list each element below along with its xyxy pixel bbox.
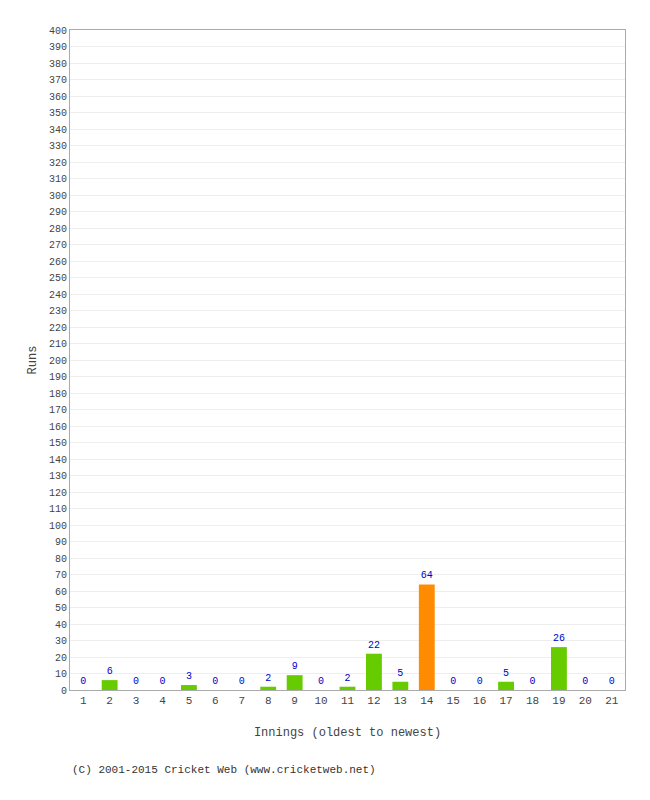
svg-text:19: 19 [552,695,565,707]
svg-text:300: 300 [49,191,67,202]
svg-text:280: 280 [49,224,67,235]
svg-text:230: 230 [49,306,67,317]
svg-text:0: 0 [318,676,324,687]
svg-text:Innings (oldest to newest): Innings (oldest to newest) [254,726,441,740]
svg-text:140: 140 [49,455,67,466]
svg-text:3: 3 [133,695,140,707]
svg-text:2: 2 [344,673,350,684]
svg-text:0: 0 [239,676,245,687]
svg-text:9: 9 [291,695,298,707]
svg-text:0: 0 [159,676,165,687]
svg-text:120: 120 [49,488,67,499]
svg-text:17: 17 [499,695,512,707]
svg-text:0: 0 [80,676,86,687]
svg-text:10: 10 [55,669,67,680]
svg-text:0: 0 [133,676,139,687]
svg-text:330: 330 [49,141,67,152]
svg-text:290: 290 [49,207,67,218]
svg-text:12: 12 [367,695,380,707]
svg-text:20: 20 [579,695,592,707]
svg-text:Runs: Runs [26,346,40,375]
svg-text:6: 6 [107,666,113,677]
svg-text:350: 350 [49,108,67,119]
svg-text:9: 9 [292,661,298,672]
svg-text:8: 8 [265,695,272,707]
svg-text:340: 340 [49,125,67,136]
svg-text:60: 60 [55,587,67,598]
svg-text:2: 2 [106,695,113,707]
svg-text:21: 21 [605,695,619,707]
svg-text:5: 5 [186,695,193,707]
svg-text:0: 0 [477,676,483,687]
svg-text:0: 0 [529,676,535,687]
svg-text:360: 360 [49,92,67,103]
svg-text:160: 160 [49,422,67,433]
svg-text:110: 110 [49,504,67,515]
svg-text:270: 270 [49,240,67,251]
svg-text:18: 18 [526,695,539,707]
svg-text:15: 15 [447,695,460,707]
svg-text:16: 16 [473,695,486,707]
svg-text:320: 320 [49,158,67,169]
svg-text:370: 370 [49,75,67,86]
svg-text:0: 0 [582,676,588,687]
svg-text:130: 130 [49,471,67,482]
svg-text:40: 40 [55,620,67,631]
svg-text:240: 240 [49,290,67,301]
svg-text:0: 0 [450,676,456,687]
svg-text:400: 400 [49,26,67,37]
svg-text:5: 5 [397,668,403,679]
svg-text:5: 5 [503,668,509,679]
svg-text:50: 50 [55,603,67,614]
svg-text:150: 150 [49,438,67,449]
svg-text:0: 0 [212,676,218,687]
svg-text:100: 100 [49,521,67,532]
svg-text:30: 30 [55,636,67,647]
svg-text:170: 170 [49,405,67,416]
svg-text:180: 180 [49,389,67,400]
svg-text:80: 80 [55,554,67,565]
svg-text:4: 4 [159,695,166,707]
svg-text:22: 22 [368,640,380,651]
svg-text:70: 70 [55,570,67,581]
svg-text:13: 13 [394,695,407,707]
svg-text:7: 7 [238,695,245,707]
svg-text:380: 380 [49,59,67,70]
svg-text:250: 250 [49,273,67,284]
svg-text:10: 10 [314,695,327,707]
svg-text:6: 6 [212,695,219,707]
svg-text:26: 26 [553,633,565,644]
svg-text:90: 90 [55,537,67,548]
svg-text:11: 11 [341,695,355,707]
svg-text:210: 210 [49,339,67,350]
svg-text:1: 1 [80,695,87,707]
svg-text:200: 200 [49,356,67,367]
svg-text:20: 20 [55,653,67,664]
svg-text:0: 0 [609,676,615,687]
svg-text:(C) 2001-2015 Cricket Web (www: (C) 2001-2015 Cricket Web (www.cricketwe… [72,764,376,776]
svg-text:190: 190 [49,372,67,383]
svg-text:220: 220 [49,323,67,334]
svg-text:0: 0 [61,686,67,697]
svg-text:260: 260 [49,257,67,268]
svg-text:310: 310 [49,174,67,185]
svg-text:64: 64 [421,570,433,581]
svg-text:3: 3 [186,671,192,682]
svg-text:390: 390 [49,42,67,53]
svg-text:14: 14 [420,695,434,707]
svg-text:2: 2 [265,673,271,684]
